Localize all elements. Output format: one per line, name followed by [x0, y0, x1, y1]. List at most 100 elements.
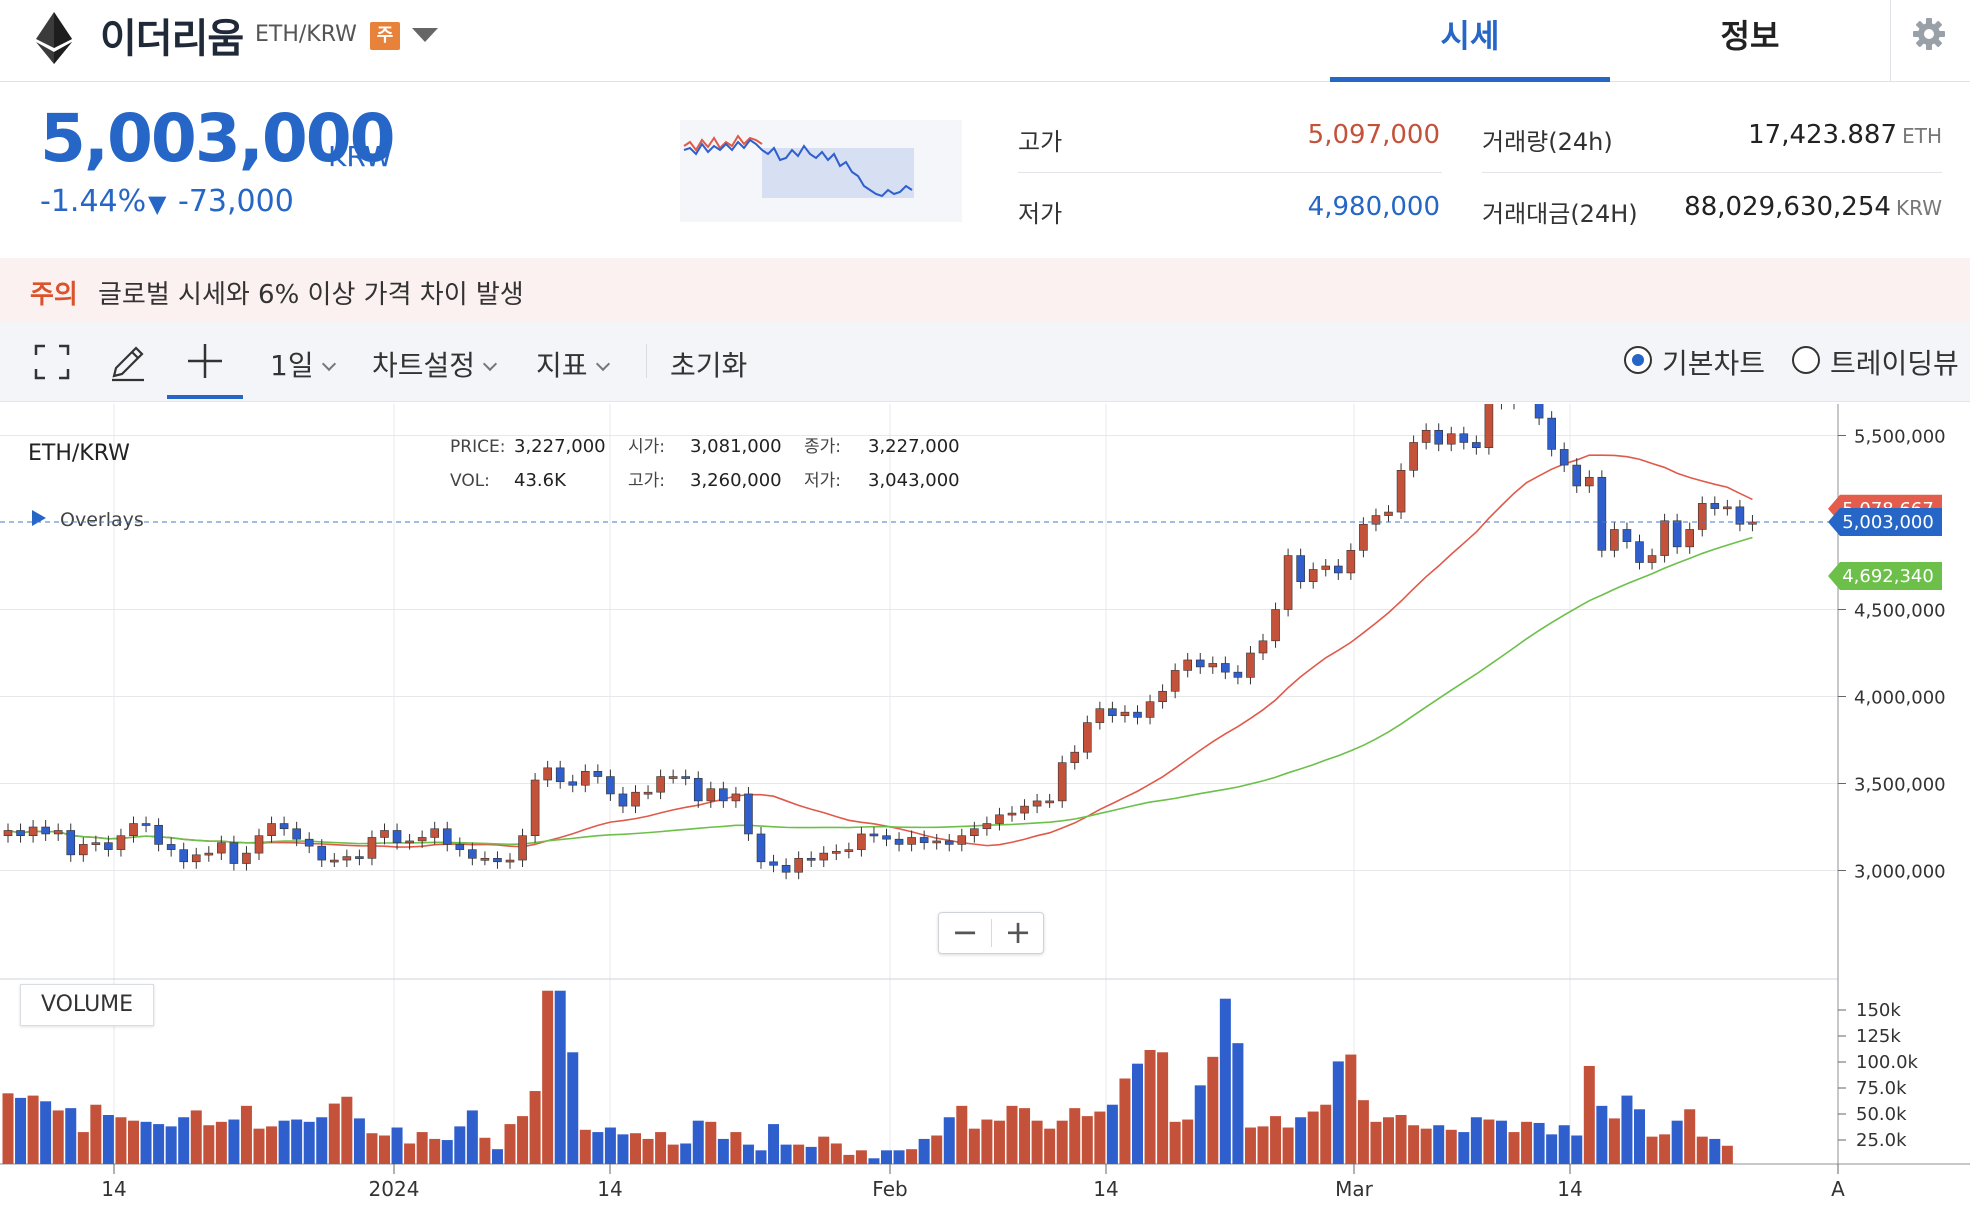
indicators-menu[interactable]: 지표: [536, 344, 610, 384]
candle-body: [104, 842, 113, 850]
basic-chart-label[interactable]: 기본차트: [1662, 347, 1766, 380]
volume-bar: [1508, 1132, 1520, 1164]
candle-body: [28, 826, 38, 836]
candle-body: [380, 830, 389, 838]
candle-body: [1195, 659, 1205, 668]
tab-price[interactable]: 시세: [1330, 0, 1610, 82]
candle-body: [1396, 470, 1406, 513]
candle-body: [894, 838, 904, 845]
vol-tick-label: 50.0k: [1856, 1104, 1907, 1125]
candle-body: [1547, 417, 1556, 450]
price-chart[interactable]: 3,000,000 3,500,000 4,000,000 4,500,000 5,50…: [0, 404, 1970, 1230]
candle-body: [141, 823, 151, 826]
volume-bar: [1571, 1135, 1583, 1164]
volume-bar: [1608, 1118, 1620, 1164]
candle-body: [1735, 506, 1745, 525]
y-tick-label: 4,000,000: [1854, 688, 1946, 709]
volume-label: 거래량(24h): [1482, 128, 1613, 156]
volume-bar: [1307, 1111, 1319, 1164]
candle-body: [1647, 555, 1657, 563]
active-tool-indicator: [167, 395, 243, 399]
volume-bar: [165, 1126, 177, 1164]
volume-value: 17,423.887: [1748, 120, 1897, 150]
change-percent: -1.44%: [40, 184, 147, 219]
indicators-label: 지표: [536, 349, 588, 382]
fullscreen-icon[interactable]: [34, 344, 70, 384]
legend-high-value: 3,260,000: [690, 470, 782, 491]
volume-bar: [717, 1138, 729, 1164]
volume-bar: [692, 1120, 704, 1164]
candle-body: [919, 837, 929, 843]
candle-body: [1710, 503, 1720, 509]
interval-label: 1일: [270, 349, 314, 382]
chart-settings-menu[interactable]: 차트설정: [372, 344, 498, 384]
candle-body: [1384, 511, 1393, 516]
candle-body: [769, 861, 778, 866]
candle-body: [1622, 529, 1632, 542]
legend-price-label: PRICE:: [450, 437, 505, 457]
radio-basic-chart[interactable]: [1624, 346, 1652, 374]
volume-bar: [1194, 1085, 1206, 1164]
candle-body: [907, 837, 916, 845]
volume-bar: [542, 990, 554, 1164]
moving-average-long-line: [7, 536, 1753, 846]
x-tick-label: 14: [1557, 1177, 1582, 1201]
candle-body: [731, 793, 741, 802]
volume-bar: [128, 1120, 139, 1164]
pencil-icon[interactable]: [108, 342, 148, 386]
settings-button[interactable]: [1890, 0, 1970, 82]
candle-body: [279, 823, 289, 830]
overlays-toggle[interactable]: Overlays: [60, 509, 144, 531]
candle-body: [1723, 506, 1732, 510]
volume-bar: [1119, 1078, 1131, 1164]
expand-triangle-icon[interactable]: [32, 510, 46, 526]
volume-bar: [429, 1138, 441, 1164]
volume-bar: [190, 1110, 202, 1164]
volume-bar: [755, 1150, 767, 1164]
y-tick-label: 3,000,000: [1854, 862, 1946, 883]
toolbar-divider: [646, 344, 647, 378]
candle-body: [1183, 659, 1192, 671]
candle-body: [1083, 722, 1092, 753]
volume-bar: [140, 1121, 152, 1164]
candle-body: [1120, 711, 1130, 716]
zoom-out-button[interactable]: −: [951, 913, 979, 951]
volume-bar: [1583, 1065, 1595, 1164]
volume-bar: [1470, 1117, 1482, 1164]
volume-bar: [1408, 1125, 1420, 1164]
volume-bar: [517, 1116, 529, 1164]
candle-body: [1597, 476, 1607, 551]
tab-info[interactable]: 정보: [1720, 17, 1780, 55]
radio-tradingview[interactable]: [1792, 346, 1820, 374]
candle-body: [455, 844, 465, 850]
volume-bar: [818, 1136, 830, 1164]
current-price-tag-bg: [1828, 507, 1942, 536]
volume-bar: [1132, 1063, 1143, 1164]
volume-bar: [793, 1144, 805, 1164]
crosshair-icon[interactable]: [186, 342, 224, 384]
candle-body: [79, 844, 88, 856]
tradingview-label[interactable]: 트레이딩뷰: [1830, 347, 1959, 380]
candle-body: [656, 776, 665, 793]
zoom-in-button[interactable]: +: [1004, 913, 1032, 951]
legend-close-label: 종가:: [804, 437, 841, 457]
chart-canvas[interactable]: 3,000,000 3,500,000 4,000,000 4,500,000 5,50…: [0, 404, 1970, 1230]
reset-button[interactable]: 초기화: [670, 349, 748, 382]
candle-body: [405, 840, 414, 844]
chevron-down-icon[interactable]: [412, 28, 438, 42]
volume-bar: [667, 1144, 679, 1164]
candle-body: [1748, 521, 1757, 525]
candle-body: [91, 842, 101, 845]
high-value: 5,097,000: [1307, 120, 1440, 150]
candle-body: [1170, 670, 1180, 692]
legend-low-value: 3,043,000: [868, 470, 960, 491]
volume-bar: [341, 1096, 353, 1164]
volume-bar: [291, 1119, 303, 1164]
legend-open-value: 3,081,000: [690, 436, 782, 457]
coin-name: 이더리움: [100, 16, 244, 62]
interval-select[interactable]: 1일: [270, 344, 336, 384]
volume-bar: [328, 1103, 340, 1164]
volume-bar: [1270, 1116, 1282, 1164]
candle-body: [618, 793, 628, 807]
candle-body: [668, 776, 678, 779]
